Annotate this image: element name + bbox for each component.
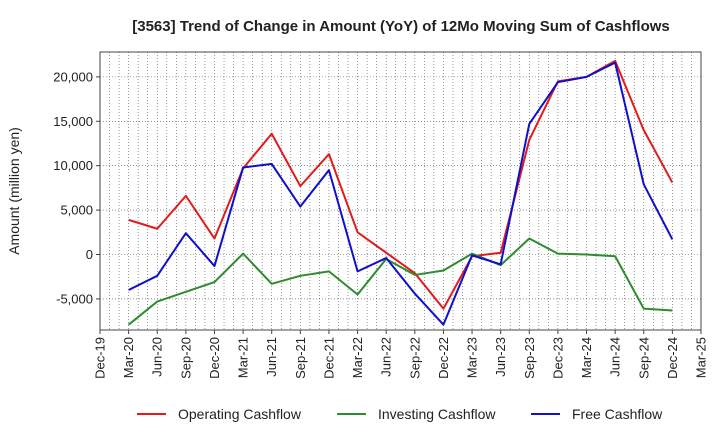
series-lines <box>127 59 674 326</box>
plot-area <box>99 51 702 331</box>
x-tick-label: Mar-25 <box>694 337 709 378</box>
x-tick-label: Jun-24 <box>608 337 623 377</box>
x-tick-label: Sep-20 <box>178 337 193 379</box>
x-tick-label: Dec-19 <box>93 337 108 379</box>
x-tick-label: Dec-21 <box>321 337 336 379</box>
y-axis-label: Amount (million yen) <box>6 127 22 255</box>
legend-label-operating-cashflow: Operating Cashflow <box>178 406 302 422</box>
plot-frame <box>99 51 702 331</box>
grid <box>100 52 701 330</box>
series-line-investing-cashflow <box>127 237 673 326</box>
x-tick-label: Mar-23 <box>465 337 480 378</box>
x-tick-label: Mar-20 <box>121 337 136 378</box>
series-line-free-cashflow <box>128 61 674 326</box>
y-tick-label: -5,000 <box>56 291 93 306</box>
x-tick-label: Dec-23 <box>550 337 565 379</box>
y-tick-label: 20,000 <box>53 69 93 84</box>
x-tick-label: Sep-22 <box>407 337 422 379</box>
x-tick-label: Dec-20 <box>207 337 222 379</box>
x-tick-label: Sep-23 <box>522 337 537 379</box>
x-axis-ticks: Dec-19 Mar-20 Jun-20 Sep-20 Dec-20 Mar-21 Jun-… <box>93 330 709 379</box>
legend: Operating Cashflow Investing Cashflow Free… <box>137 406 663 422</box>
x-tick-label: Mar-22 <box>350 337 365 378</box>
x-tick-label: Sep-21 <box>293 337 308 379</box>
y-axis-ticks: -5,000 0 5,000 10,000 15,000 20,000 <box>53 69 100 306</box>
x-tick-label: Jun-21 <box>264 337 279 377</box>
legend-label-free-cashflow: Free Cashflow <box>572 406 663 422</box>
x-tick-label: Jun-22 <box>379 337 394 377</box>
y-tick-label: 0 <box>86 247 93 262</box>
x-tick-label: Sep-24 <box>636 337 651 379</box>
x-tick-label: Dec-24 <box>665 337 680 379</box>
y-tick-label: 15,000 <box>53 114 93 129</box>
y-tick-label: 5,000 <box>60 203 93 218</box>
x-tick-label: Mar-21 <box>236 337 251 378</box>
x-tick-label: Jun-20 <box>150 337 165 377</box>
x-tick-label: Jun-23 <box>493 337 508 377</box>
x-tick-label: Mar-24 <box>579 337 594 378</box>
legend-label-investing-cashflow: Investing Cashflow <box>378 406 496 422</box>
y-tick-label: 10,000 <box>53 158 93 173</box>
chart-title: [3563] Trend of Change in Amount (YoY) o… <box>132 18 670 35</box>
x-tick-label: Dec-22 <box>436 337 451 379</box>
